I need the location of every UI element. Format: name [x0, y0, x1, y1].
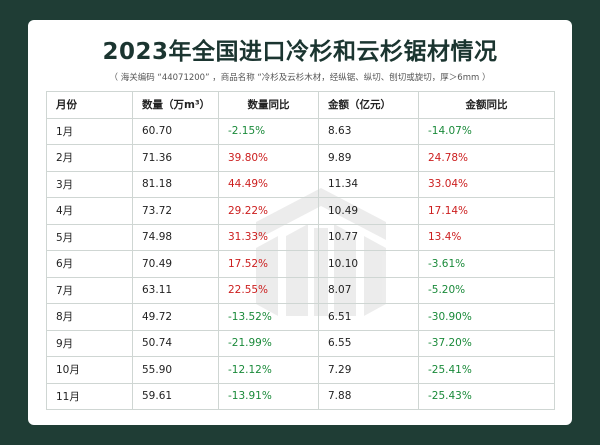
quantity-yoy-cell: 29.22%: [218, 197, 319, 225]
table-header-row: 月份 数量（万m³） 数量同比 金额（亿元） 金额同比: [46, 91, 555, 119]
quantity-yoy-cell: 22.55%: [218, 276, 319, 304]
header-month: 月份: [46, 91, 133, 119]
table-row: 3月 81.18 44.49% 11.34 33.04%: [46, 170, 555, 198]
amount-cell: 10.49: [318, 197, 419, 225]
amount-cell: 11.34: [318, 170, 419, 198]
amount-yoy-cell: -37.20%: [418, 329, 555, 357]
amount-yoy-cell: -25.41%: [418, 356, 555, 384]
quantity-cell: 73.72: [132, 197, 219, 225]
month-cell: 5月: [46, 223, 133, 251]
quantity-cell: 55.90: [132, 356, 219, 384]
import-data-table: 月份 数量（万m³） 数量同比 金额（亿元） 金额同比 1月 60.70 -2.15…: [46, 91, 555, 410]
table-row: 8月 49.72 -13.52% 6.51 -30.90%: [46, 303, 555, 331]
quantity-yoy-cell: 44.49%: [218, 170, 319, 198]
quantity-yoy-cell: -13.91%: [218, 382, 319, 410]
month-cell: 3月: [46, 170, 133, 198]
quantity-yoy-cell: -12.12%: [218, 356, 319, 384]
amount-cell: 10.10: [318, 250, 419, 278]
quantity-cell: 59.61: [132, 382, 219, 410]
amount-yoy-cell: -3.61%: [418, 250, 555, 278]
quantity-cell: 49.72: [132, 303, 219, 331]
quantity-yoy-cell: -21.99%: [218, 329, 319, 357]
quantity-cell: 63.11: [132, 276, 219, 304]
page-subtitle: （ 海关编码 “44071200” ，商品名称 “冷杉及云杉木材，经纵锯、纵切、…: [109, 73, 491, 83]
amount-cell: 7.29: [318, 356, 419, 384]
month-cell: 11月: [46, 382, 133, 410]
amount-yoy-cell: -30.90%: [418, 303, 555, 331]
amount-cell: 8.07: [318, 276, 419, 304]
quantity-cell: 74.98: [132, 223, 219, 251]
amount-cell: 10.77: [318, 223, 419, 251]
amount-yoy-cell: 17.14%: [418, 197, 555, 225]
amount-cell: 6.51: [318, 303, 419, 331]
amount-yoy-cell: -25.43%: [418, 382, 555, 410]
amount-cell: 8.63: [318, 117, 419, 145]
quantity-cell: 81.18: [132, 170, 219, 198]
table-row: 7月 63.11 22.55% 8.07 -5.20%: [46, 276, 555, 304]
quantity-yoy-cell: -2.15%: [218, 117, 319, 145]
table-row: 10月 55.90 -12.12% 7.29 -25.41%: [46, 356, 555, 384]
quantity-yoy-cell: 39.80%: [218, 144, 319, 172]
amount-cell: 7.88: [318, 382, 419, 410]
header-amount-yoy: 金额同比: [418, 91, 555, 119]
month-cell: 4月: [46, 197, 133, 225]
month-cell: 10月: [46, 356, 133, 384]
amount-yoy-cell: 24.78%: [418, 144, 555, 172]
quantity-cell: 60.70: [132, 117, 219, 145]
table-row: 1月 60.70 -2.15% 8.63 -14.07%: [46, 117, 555, 145]
table-row: 4月 73.72 29.22% 10.49 17.14%: [46, 197, 555, 225]
month-cell: 7月: [46, 276, 133, 304]
quantity-cell: 71.36: [132, 144, 219, 172]
month-cell: 9月: [46, 329, 133, 357]
quantity-yoy-cell: 17.52%: [218, 250, 319, 278]
table-row: 9月 50.74 -21.99% 6.55 -37.20%: [46, 329, 555, 357]
quantity-yoy-cell: 31.33%: [218, 223, 319, 251]
table-row: 2月 71.36 39.80% 9.89 24.78%: [46, 144, 555, 172]
header-amount: 金额（亿元）: [318, 91, 419, 119]
page-title: 2023年全国进口冷杉和云杉锯材情况: [102, 39, 498, 65]
header-quantity-yoy: 数量同比: [218, 91, 319, 119]
month-cell: 1月: [46, 117, 133, 145]
amount-yoy-cell: 13.4%: [418, 223, 555, 251]
amount-yoy-cell: -14.07%: [418, 117, 555, 145]
month-cell: 8月: [46, 303, 133, 331]
month-cell: 2月: [46, 144, 133, 172]
table-row: 6月 70.49 17.52% 10.10 -3.61%: [46, 250, 555, 278]
quantity-cell: 50.74: [132, 329, 219, 357]
quantity-yoy-cell: -13.52%: [218, 303, 319, 331]
amount-yoy-cell: 33.04%: [418, 170, 555, 198]
month-cell: 6月: [46, 250, 133, 278]
amount-yoy-cell: -5.20%: [418, 276, 555, 304]
quantity-cell: 70.49: [132, 250, 219, 278]
table-row: 11月 59.61 -13.91% 7.88 -25.43%: [46, 382, 555, 410]
header-quantity: 数量（万m³）: [132, 91, 219, 119]
table-row: 5月 74.98 31.33% 10.77 13.4%: [46, 223, 555, 251]
amount-cell: 9.89: [318, 144, 419, 172]
report-card: 2023年全国进口冷杉和云杉锯材情况 （ 海关编码 “44071200” ，商品…: [28, 20, 572, 425]
amount-cell: 6.55: [318, 329, 419, 357]
